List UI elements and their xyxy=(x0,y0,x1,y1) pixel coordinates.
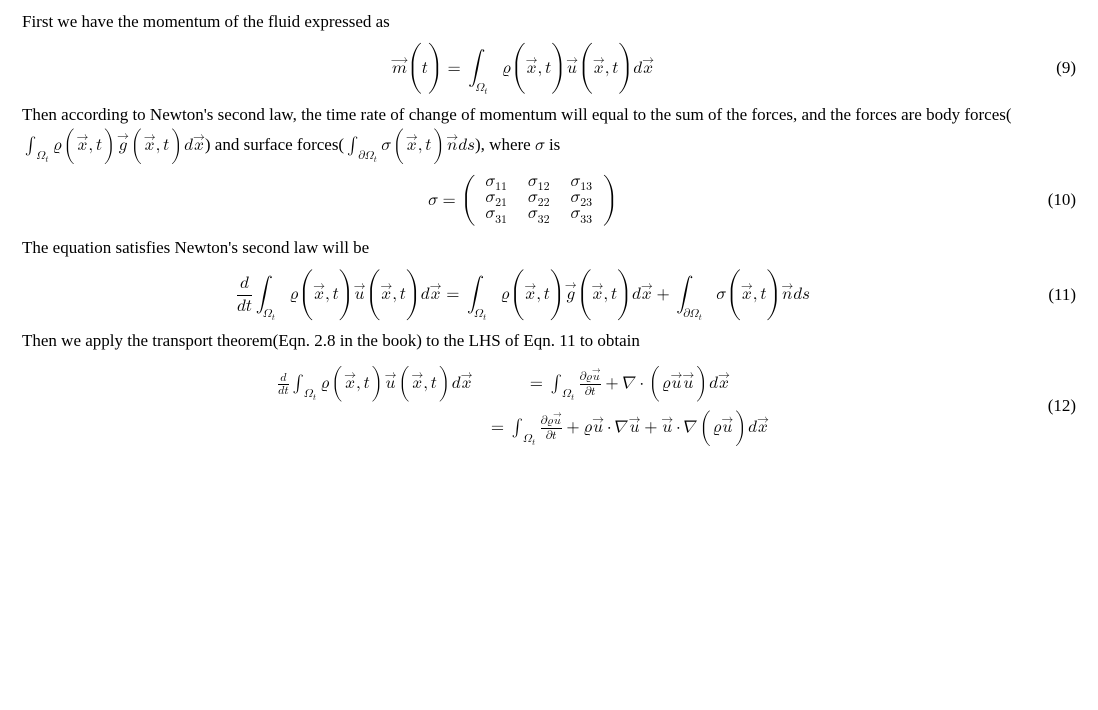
eq9-number: (9) xyxy=(1024,56,1076,81)
equation-12: ddt ∫Ωt ϱ(x→,t) u→(x→,t) dx→ = ∫Ωt xyxy=(22,362,1076,451)
equation-10: σ= ( σ11 σ12 σ13 σ21 σ22 xyxy=(22,174,1076,226)
p2-text-d: is xyxy=(545,135,561,154)
p2-text-a: Then according to Newton's second law, t… xyxy=(22,105,1012,124)
eq11-number: (11) xyxy=(1024,283,1076,308)
page: First we have the momentum of the fluid … xyxy=(0,0,1098,710)
eq12-body: ddt ∫Ωt ϱ(x→,t) u→(x→,t) dx→ = ∫Ωt xyxy=(270,362,775,451)
equation-11: ddt ∫Ωt ϱ(x→,t) u→(x→,t) dx→ = ∫Ωt ϱ(x→,… xyxy=(22,269,1076,321)
p2-text-b: ) and surface forces( xyxy=(205,135,344,154)
p1-text: First we have the momentum of the fluid … xyxy=(22,12,390,31)
p4-text: Then we apply the transport theorem(Eqn.… xyxy=(22,331,640,350)
inline-sigma: σ xyxy=(535,142,545,150)
p3-text: The equation satisfies Newton's second l… xyxy=(22,238,369,257)
eq10-number: (10) xyxy=(1024,188,1076,213)
eq12-number: (12) xyxy=(1024,394,1076,419)
paragraph-1: First we have the momentum of the fluid … xyxy=(22,10,1076,35)
paragraph-3: The equation satisfies Newton's second l… xyxy=(22,236,1076,261)
paragraph-4: Then we apply the transport theorem(Eqn.… xyxy=(22,329,1076,354)
equation-9: m→ (t) = ∫ Ωt ϱ(x→,t) u→(x→,t) dx→ (9) xyxy=(22,43,1076,95)
paragraph-2: Then according to Newton's second law, t… xyxy=(22,103,1076,165)
eq11-body: ddt ∫Ωt ϱ(x→,t) u→(x→,t) dx→ = ∫Ωt ϱ(x→,… xyxy=(236,269,810,321)
eq9-body: m→ (t) = ∫ Ωt ϱ(x→,t) u→(x→,t) dx→ xyxy=(392,43,654,95)
p2-text-c: ), where xyxy=(475,135,535,154)
eq10-body: σ= ( σ11 σ12 σ13 σ21 σ22 xyxy=(428,174,618,226)
inline-surface-force: ∫∂Ωt σ(x→,t) n→ds xyxy=(344,127,475,164)
inline-body-force: ∫Ωt ϱ(x→,t) g→(x→,t) dx→ xyxy=(22,127,205,164)
